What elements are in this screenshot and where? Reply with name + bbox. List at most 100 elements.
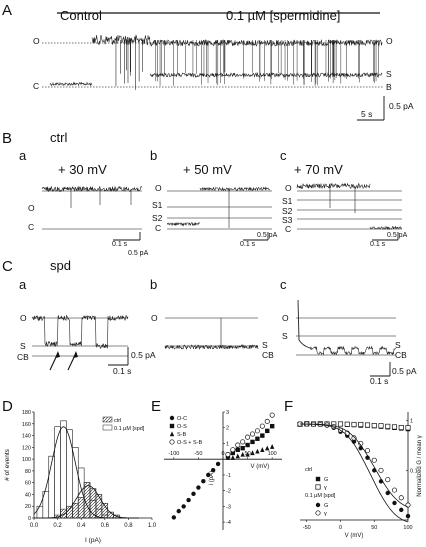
chartE-legend-label-2: S-B: [177, 432, 187, 438]
panel-Ba-label: a: [19, 148, 27, 163]
chartD-ytick-label: 160: [22, 422, 31, 428]
chartE-point-3: [240, 439, 246, 445]
chartD-ytick-label: 140: [22, 434, 31, 440]
chartF-xtick-label: 0: [339, 525, 342, 531]
panel-Cb-level-S: S: [262, 340, 268, 350]
panel-A-trace-closed: [49, 81, 93, 87]
panel-Cc-scale-time: 0.1 s: [370, 376, 389, 386]
chartD-xlabel: I (pA): [85, 537, 101, 544]
chartD-xtick-label: 0.2: [53, 523, 62, 529]
panel-Cc-trace-decay: [297, 299, 311, 349]
chartE-point-0: [191, 491, 196, 497]
chartE-point-3: [235, 442, 241, 448]
chartE-point-2: [240, 451, 245, 457]
chartE-point-2: [235, 453, 240, 459]
panel-Bc-scale-current: 0.5 pA: [387, 232, 408, 239]
chartE-point-0: [201, 479, 206, 484]
panel-Cc-trace: [309, 345, 397, 356]
chartE-ylabel: i (pA): [209, 471, 215, 485]
chartE-point-0: [196, 485, 201, 490]
chartF-point-3: [378, 467, 384, 473]
chartD-legend-spd: 0.1 µM [spd]: [114, 426, 145, 432]
chartF-point-3: [351, 435, 357, 441]
panel-Bc-level-S2: S2: [282, 206, 293, 216]
chartF-legend-label-0: G: [324, 477, 328, 483]
chartD-ytick-label: 100: [22, 457, 31, 463]
chartE-point-0: [206, 472, 211, 478]
chartD-ytick-label: 120: [22, 445, 31, 451]
panel-Bb-voltage: + 50 mV: [183, 162, 232, 177]
panel-Bb-trace-closed: [166, 221, 201, 227]
panel-Ca-scale-time: 0.1 s: [113, 366, 132, 376]
chartD-bar-ctrl: [77, 497, 85, 519]
chartD-ylabel: # of events: [4, 448, 11, 481]
chartF-point-2: [358, 445, 363, 451]
panel-Ba-level-O: O: [28, 203, 35, 213]
panel-Cc-label: c: [280, 277, 287, 292]
panel-Ba-voltage: + 30 mV: [58, 162, 107, 177]
panel-A-right-level-B: B: [386, 82, 392, 92]
chartE-point-0: [215, 461, 221, 467]
chartD-xtick-label: 0.6: [101, 523, 110, 529]
panel-Bb-scale-time: 0.1 s: [240, 241, 256, 248]
chartE-point-3: [245, 434, 251, 440]
panel-Bb-level-O: O: [155, 183, 162, 193]
panel-Bc-level-C: C: [285, 224, 292, 234]
chartE-xlabel: V (mV): [251, 464, 270, 470]
chartF-point-2: [385, 490, 390, 496]
chartF-point-1: [405, 425, 411, 431]
chartE-point-1: [245, 442, 250, 448]
panel-A-scale-time: 5 s: [361, 109, 373, 119]
chartD-bar-ctrl: [72, 502, 79, 519]
chartE-ytick-label: -2: [226, 489, 231, 495]
panel-Ca-label: a: [19, 277, 27, 292]
chartE-point-2: [225, 455, 231, 460]
panel-A-trace-control: [91, 34, 151, 46]
chartD-ytick-label: 60: [25, 481, 31, 487]
panel-Cc-level-S-left: S: [282, 331, 288, 341]
panel-Bb-level-C: C: [155, 223, 162, 233]
chartF-xtick-label: 100: [403, 525, 412, 531]
chartD-ytick-label: 80: [25, 469, 31, 475]
panel-Cc-level-S-right: S: [395, 340, 401, 350]
chartF-point-1: [337, 421, 344, 427]
panel-Ca-level-S: S: [20, 341, 26, 351]
chartD-xtick-label: 0.8: [124, 523, 133, 529]
chartE-point-1: [269, 423, 275, 429]
chartD-bar-spd: [54, 426, 61, 519]
chartF-xlabel: V (mV): [345, 533, 364, 539]
chartF-ytick-label: 1: [410, 419, 413, 425]
chartF-legend-marker-1: [315, 484, 321, 490]
chartE-point-2: [260, 447, 265, 452]
panel-Bc-trace-open: [296, 182, 371, 190]
chartF-point-3: [364, 448, 371, 454]
chartE-point-2: [245, 451, 250, 457]
panel-Bb-level-S2: S2: [152, 213, 163, 223]
chartF-point-1: [364, 422, 371, 428]
chartF-point-3: [405, 502, 411, 508]
chartF-legend-label-2: G: [324, 503, 328, 509]
panel-Bb-level-S1: S1: [152, 200, 163, 210]
panel-Bb-scale-current: 0.5 pA: [257, 232, 278, 239]
panel-Ba-level-C: C: [28, 222, 35, 232]
chartE-xtick-label: -50: [194, 451, 202, 457]
chartF-point-1: [398, 424, 404, 431]
panel-Bc-level-O: O: [285, 183, 292, 193]
panel-B-label: B: [2, 130, 13, 147]
chartE-legend-marker-0: [169, 415, 175, 421]
chartE-ytick-label: 3: [226, 410, 229, 416]
panel-Ba-scale-time: 0.1 s: [112, 241, 128, 248]
chartF-legend-marker-3: [315, 510, 321, 516]
panel-Bb-trace-open: [199, 186, 271, 192]
chartD-fit-ctrl: [34, 485, 139, 519]
panel-Ca-level-CB: CB: [17, 352, 29, 362]
panel-Ca-arrowhead-2: [73, 351, 78, 358]
panel-A-scale-current: 0.5 pA: [389, 101, 414, 111]
chartF-point-2: [392, 500, 397, 506]
chartE-point-2: [265, 445, 270, 451]
chartF-legend-marker-0: [315, 476, 321, 482]
panel-Bc-trace-closed: [369, 225, 403, 231]
panel-Bc-scale-time: 0.1 s: [370, 241, 386, 248]
panel-C-title: spd: [50, 258, 71, 273]
